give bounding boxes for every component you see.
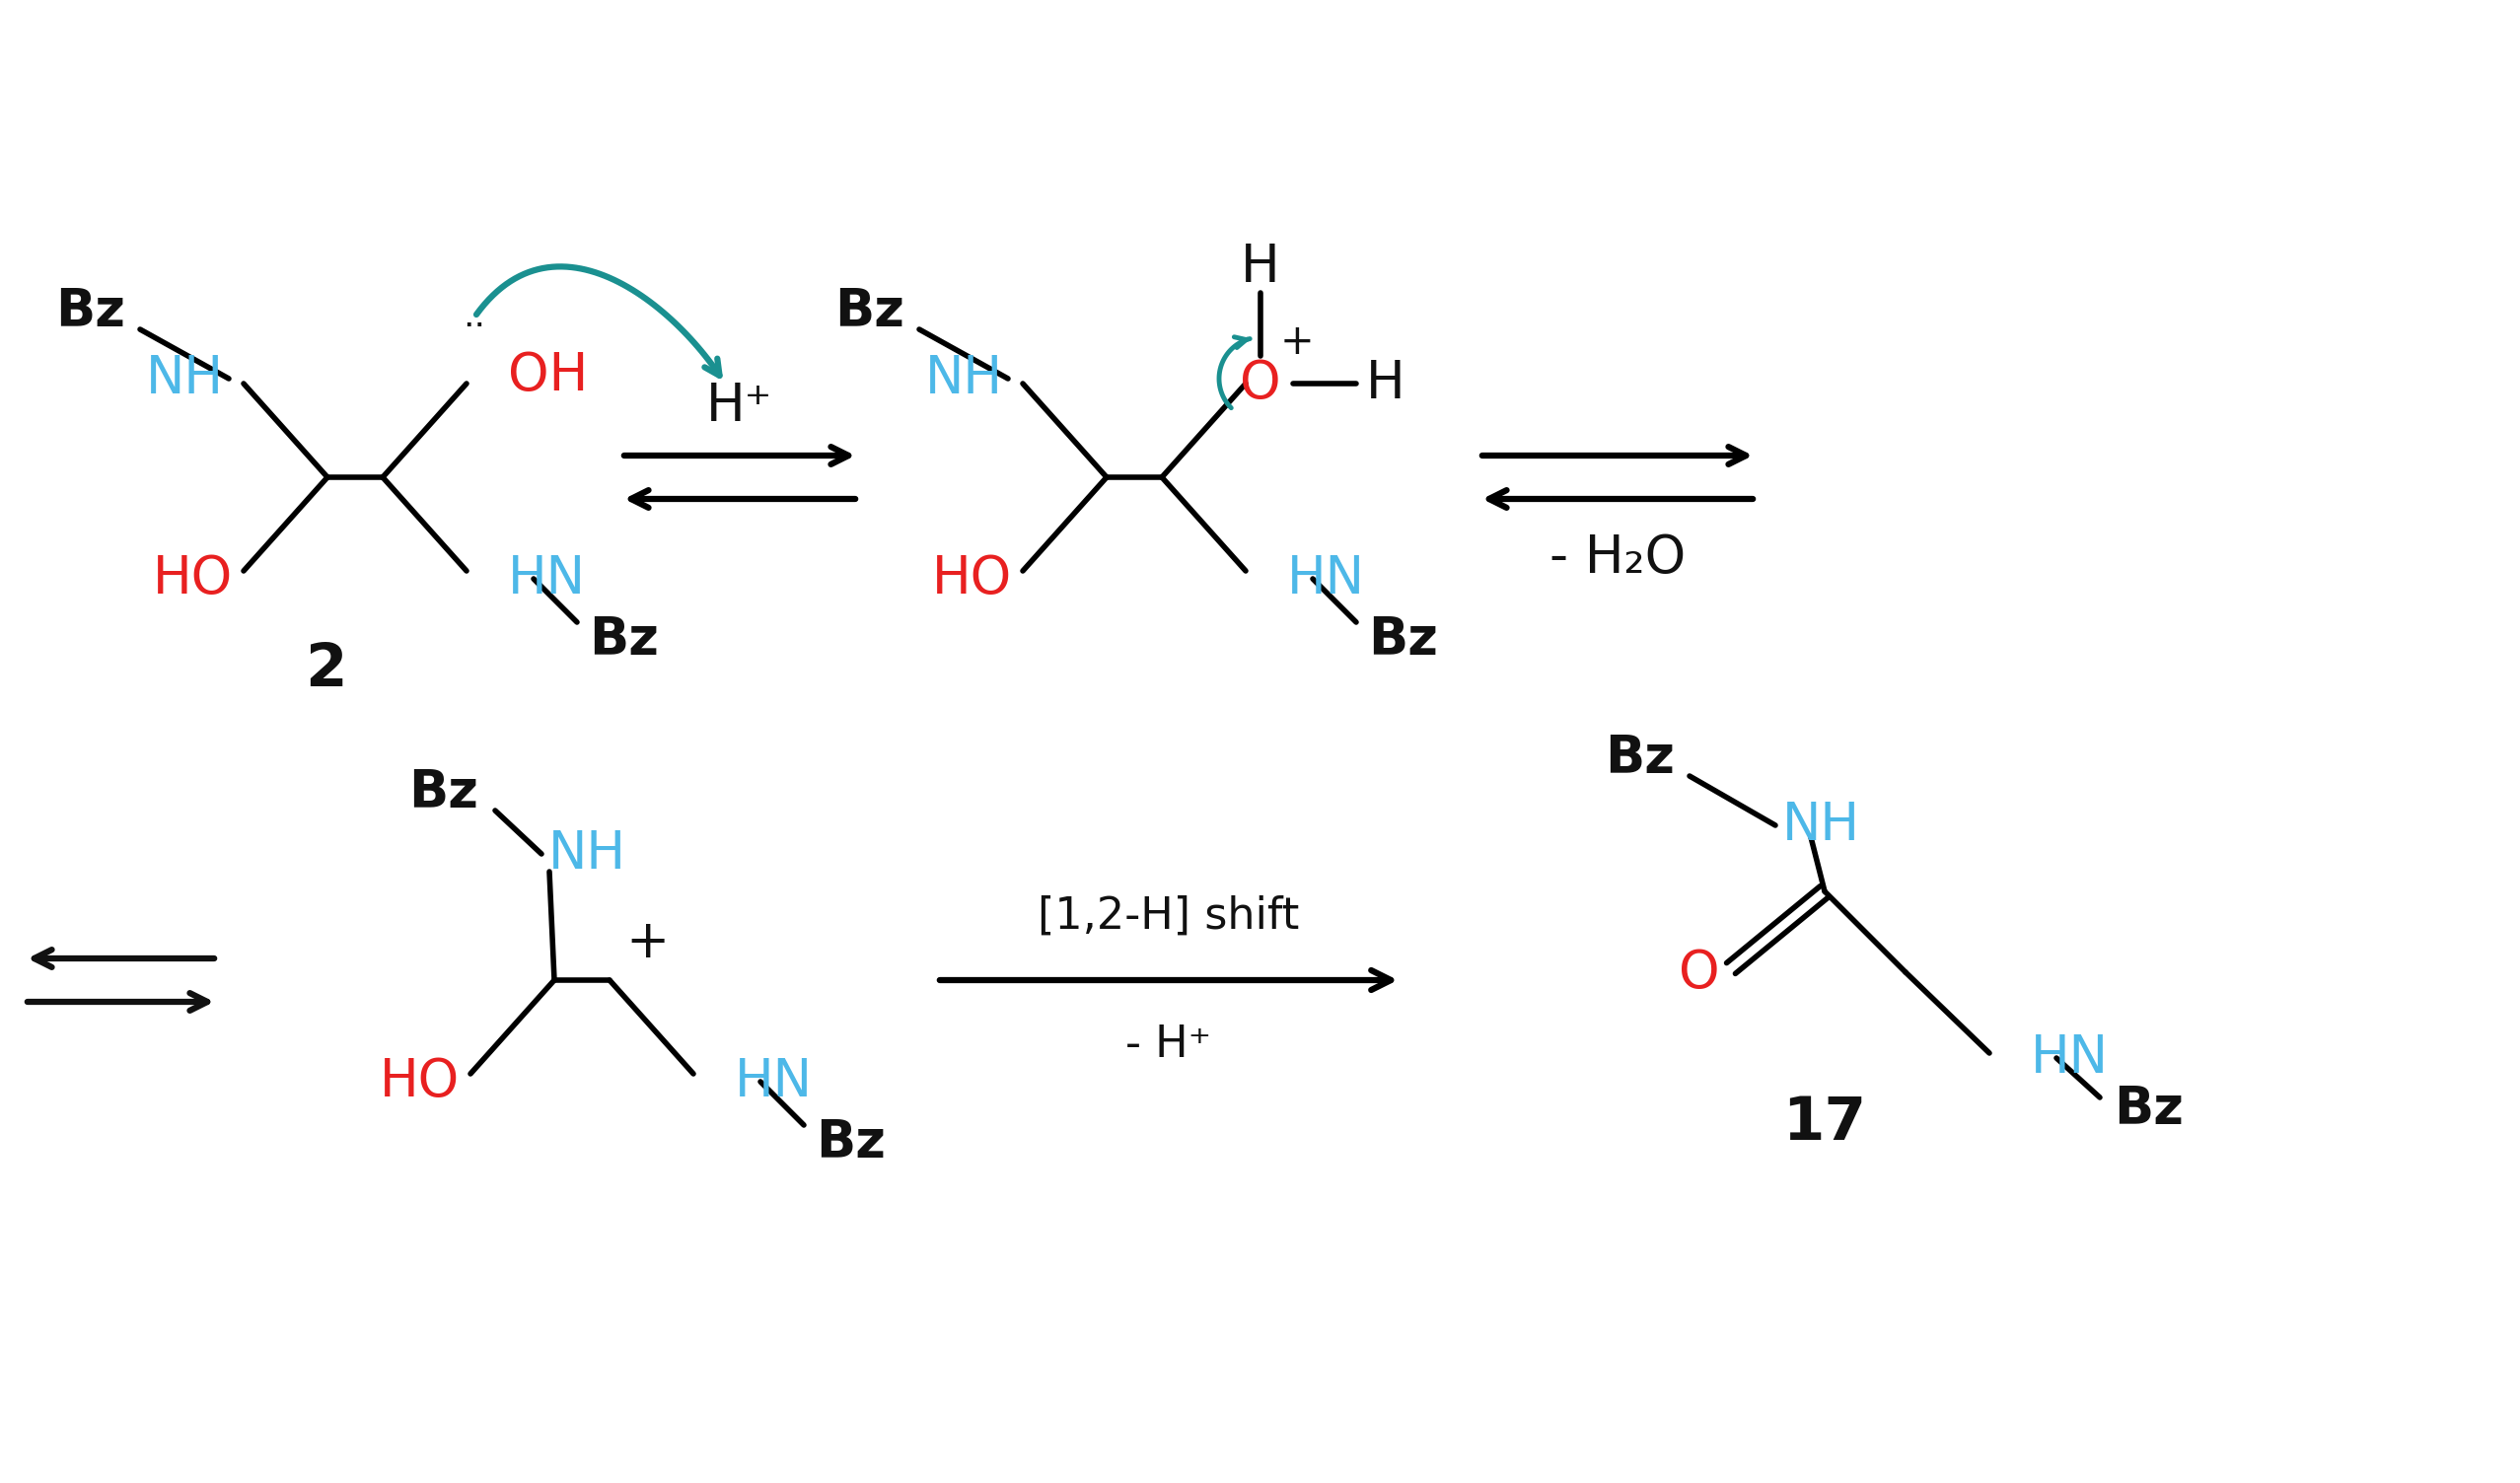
Text: Bz: Bz [2114,1084,2185,1134]
Text: ··: ·· [464,310,486,343]
Text: Bz: Bz [55,286,126,337]
Text: 17: 17 [1782,1094,1867,1152]
Text: Bz: Bz [590,614,660,666]
Text: OH: OH [509,350,587,402]
Text: Bz: Bz [1368,614,1439,666]
Text: Bz: Bz [408,767,479,819]
Text: H: H [1366,357,1406,409]
Text: HO: HO [932,553,1011,605]
Text: HN: HN [1288,553,1366,605]
Text: Bz: Bz [834,286,905,337]
Text: NH: NH [146,353,224,405]
Text: - H⁺: - H⁺ [1126,1023,1212,1065]
Text: - H₂O: - H₂O [1550,532,1686,584]
Text: H⁺: H⁺ [706,381,774,432]
Text: HO: HO [151,553,232,605]
Text: Bz: Bz [1605,733,1676,785]
Text: NH: NH [925,353,1003,405]
Text: O: O [1240,357,1280,409]
Text: Bz: Bz [816,1117,887,1169]
Text: HN: HN [509,553,585,605]
Text: +: + [625,916,668,968]
Text: H: H [1240,242,1280,292]
Text: NH: NH [1782,799,1860,851]
Text: HN: HN [2031,1032,2109,1084]
Text: +: + [1280,322,1313,363]
Text: NH: NH [547,829,625,879]
Text: HN: HN [736,1056,814,1108]
Text: 2: 2 [305,641,348,698]
Text: O: O [1678,948,1721,1000]
Text: [1,2-H] shift: [1,2-H] shift [1038,894,1300,937]
Text: HO: HO [378,1056,459,1108]
